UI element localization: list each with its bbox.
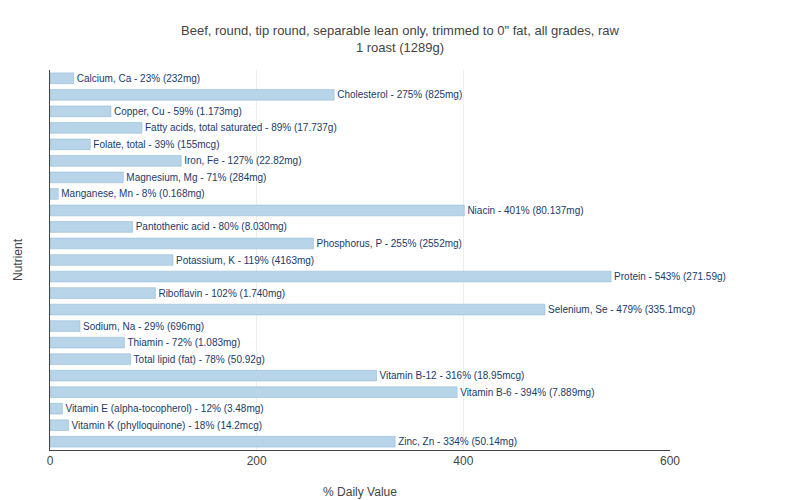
svg-text:% Daily Value: % Daily Value	[323, 485, 397, 499]
svg-text:Thiamin - 72% (1.083mg): Thiamin - 72% (1.083mg)	[127, 337, 240, 348]
svg-text:400: 400	[453, 454, 473, 468]
svg-text:Manganese, Mn - 8% (0.168mg): Manganese, Mn - 8% (0.168mg)	[61, 188, 204, 199]
svg-text:Pantothenic acid - 80% (8.030m: Pantothenic acid - 80% (8.030mg)	[136, 221, 287, 232]
svg-text:Vitamin B-6 - 394% (7.889mg): Vitamin B-6 - 394% (7.889mg)	[460, 387, 594, 398]
svg-text:Vitamin E (alpha-tocopherol) -: Vitamin E (alpha-tocopherol) - 12% (3.48…	[65, 403, 263, 414]
svg-text:Magnesium, Mg - 71% (284mg): Magnesium, Mg - 71% (284mg)	[126, 172, 266, 183]
svg-text:Iron, Fe - 127% (22.82mg): Iron, Fe - 127% (22.82mg)	[184, 155, 301, 166]
svg-text:600: 600	[660, 454, 680, 468]
svg-text:0: 0	[47, 454, 54, 468]
svg-text:Vitamin K (phylloquinone) - 18: Vitamin K (phylloquinone) - 18% (14.2mcg…	[72, 420, 262, 431]
svg-text:Cholesterol - 275% (825mg): Cholesterol - 275% (825mg)	[337, 89, 462, 100]
svg-text:Total lipid (fat) - 78% (50.92: Total lipid (fat) - 78% (50.92g)	[134, 354, 265, 365]
svg-text:200: 200	[247, 454, 267, 468]
svg-text:Sodium, Na - 29% (696mg): Sodium, Na - 29% (696mg)	[83, 321, 204, 332]
svg-text:Copper, Cu - 59% (1.173mg): Copper, Cu - 59% (1.173mg)	[114, 106, 242, 117]
svg-text:Selenium, Se - 479% (335.1mcg): Selenium, Se - 479% (335.1mcg)	[548, 304, 695, 315]
svg-text:Potassium, K - 119% (4163mg): Potassium, K - 119% (4163mg)	[176, 255, 314, 266]
svg-text:Beef, round, tip round, separa: Beef, round, tip round, separable lean o…	[181, 23, 620, 55]
svg-text:Niacin - 401% (80.137mg): Niacin - 401% (80.137mg)	[467, 205, 583, 216]
svg-text:Protein - 543% (271.59g): Protein - 543% (271.59g)	[614, 271, 726, 282]
svg-text:Fatty acids, total saturated -: Fatty acids, total saturated - 89% (17.7…	[145, 122, 337, 133]
svg-text:Calcium, Ca - 23% (232mg): Calcium, Ca - 23% (232mg)	[77, 73, 200, 84]
svg-text:Zinc, Zn - 334% (50.14mg): Zinc, Zn - 334% (50.14mg)	[398, 436, 517, 447]
svg-text:Folate, total - 39% (155mcg): Folate, total - 39% (155mcg)	[93, 139, 219, 150]
svg-text:Riboflavin - 102% (1.740mg): Riboflavin - 102% (1.740mg)	[158, 288, 285, 299]
svg-text:Nutrient: Nutrient	[11, 238, 25, 281]
svg-text:Vitamin B-12 - 316% (18.95mcg): Vitamin B-12 - 316% (18.95mcg)	[380, 370, 525, 381]
svg-text:Phosphorus, P - 255% (2552mg): Phosphorus, P - 255% (2552mg)	[317, 238, 462, 249]
